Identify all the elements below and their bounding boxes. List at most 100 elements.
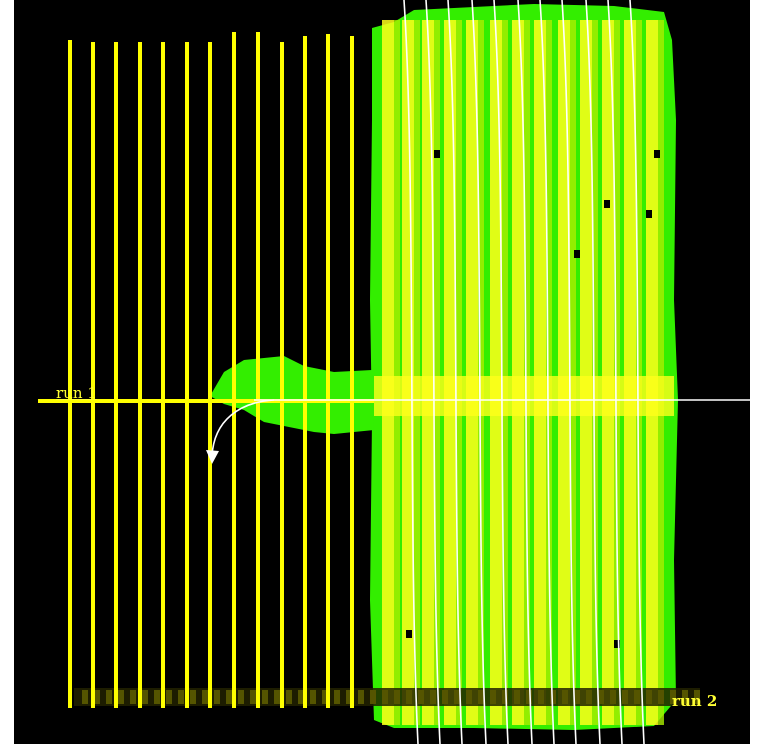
coverage-swath-edge — [502, 20, 508, 725]
tick-mark — [490, 690, 496, 704]
coverage-swath — [646, 20, 658, 725]
coverage-swath-edge — [592, 20, 598, 725]
tick-mark — [634, 690, 640, 704]
tick-mark — [322, 690, 328, 704]
coverage-gap — [574, 250, 580, 258]
tick-mark — [526, 690, 532, 704]
tick-mark — [430, 690, 436, 704]
coverage-swath-edge — [658, 20, 664, 725]
coverage-swath-edge — [434, 20, 440, 725]
tick-mark — [622, 690, 628, 704]
tick-mark — [274, 690, 280, 704]
tick-mark — [382, 690, 388, 704]
crosshair-line — [471, 0, 487, 744]
tick-mark — [286, 690, 292, 704]
coverage-swath-edge — [546, 20, 552, 725]
tick-mark — [226, 690, 232, 704]
tick-mark — [466, 690, 472, 704]
coverage-band — [374, 376, 674, 416]
crosshair-line — [585, 0, 601, 744]
coverage-gap — [614, 640, 620, 648]
tick-mark — [574, 690, 580, 704]
map-viewport[interactable]: run 1 run 2 — [14, 0, 750, 744]
tick-mark — [658, 690, 664, 704]
turn-arrowhead — [206, 450, 219, 464]
tick-mark — [454, 690, 460, 704]
tick-mark — [394, 690, 400, 704]
tick-mark — [118, 690, 124, 704]
survey-plan-canvas — [38, 0, 750, 744]
coverage-gap — [654, 150, 660, 158]
coverage-gap — [646, 210, 652, 218]
coverage-swath — [602, 20, 614, 725]
tick-mark — [178, 690, 184, 704]
tick-mark — [94, 690, 100, 704]
tick-mark — [562, 690, 568, 704]
coverage-swath-edge — [414, 20, 420, 725]
coverage-swath — [624, 20, 636, 725]
crosshair-line — [629, 0, 645, 744]
coverage-gap — [434, 150, 440, 158]
crosshair-lines — [403, 0, 645, 744]
coverage-swath — [444, 20, 456, 725]
tick-mark — [646, 690, 652, 704]
survey-lines — [68, 32, 354, 708]
tick-mark — [694, 690, 700, 704]
coverage-swath — [382, 20, 394, 725]
crosshair-line — [447, 0, 463, 744]
coverage-swath — [466, 20, 478, 725]
tick-mark — [550, 690, 556, 704]
tick-mark — [358, 690, 364, 704]
coverage-swath-edge — [456, 20, 462, 725]
coverage-area — [210, 4, 678, 730]
crosshair-line — [493, 0, 509, 744]
tick-mark — [190, 690, 196, 704]
survey-tick-row — [74, 688, 700, 706]
tick-mark — [598, 690, 604, 704]
tick-mark — [154, 690, 160, 704]
tick-mark — [142, 690, 148, 704]
tick-mark — [238, 690, 244, 704]
coverage-swath-edge — [394, 20, 400, 725]
tick-mark — [406, 690, 412, 704]
coverage-swath-edge — [636, 20, 642, 725]
tick-mark — [670, 690, 676, 704]
crosshair-line — [403, 0, 419, 744]
tick-mark — [214, 690, 220, 704]
crosshair-line — [607, 0, 623, 744]
tick-mark — [682, 690, 688, 704]
tick-mark — [262, 690, 268, 704]
tick-mark — [310, 690, 316, 704]
turn-arc — [211, 399, 275, 457]
tick-mark — [370, 690, 376, 704]
crosshair-line — [539, 0, 555, 744]
tick-mark — [442, 690, 448, 704]
coverage-swath — [580, 20, 592, 725]
coverage-gap — [604, 200, 610, 208]
run-2-label: run 2 — [672, 692, 718, 710]
crosshair-line — [517, 0, 533, 744]
tick-mark — [334, 690, 340, 704]
tick-mark — [538, 690, 544, 704]
coverage-swath-edge — [524, 20, 530, 725]
coverage-swath-edge — [478, 20, 484, 725]
tick-mark — [502, 690, 508, 704]
coverage-swath — [512, 20, 524, 725]
coverage-swath-edge — [614, 20, 620, 725]
tick-mark — [166, 690, 172, 704]
tick-mark — [514, 690, 520, 704]
tick-mark — [202, 690, 208, 704]
coverage-gap — [406, 630, 412, 638]
run-1-label: run 1 — [56, 384, 97, 402]
coverage-swath-edge — [570, 20, 576, 725]
curved-arrow-icon — [206, 399, 275, 464]
tick-mark — [478, 690, 484, 704]
crosshair-line — [425, 0, 441, 744]
tick-mark — [610, 690, 616, 704]
tick-mark — [298, 690, 304, 704]
tick-mark — [418, 690, 424, 704]
tick-mark — [586, 690, 592, 704]
coverage-swath — [558, 20, 570, 725]
tick-mark — [346, 690, 352, 704]
